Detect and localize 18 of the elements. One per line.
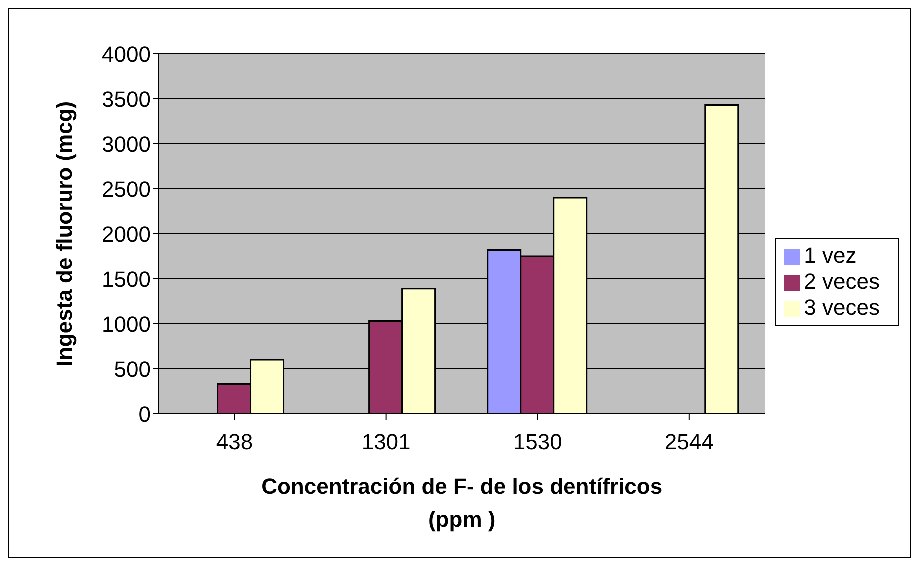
- y-tick-label: 2500: [102, 176, 151, 202]
- y-tick-label: 3500: [102, 86, 151, 112]
- y-tick-label: 0: [138, 402, 151, 427]
- y-tick-label: 3000: [102, 132, 151, 157]
- y-tick-label: 1500: [102, 266, 151, 292]
- legend-label: 2 veces: [804, 268, 880, 294]
- legend-label: 1 vez: [804, 242, 857, 268]
- x-tick-label: 438: [216, 430, 254, 455]
- y-axis-title: Ingesta de fluoruro (mcg): [52, 101, 77, 367]
- legend-label: 3 veces: [804, 294, 880, 320]
- y-tick-label: 4000: [102, 42, 151, 67]
- x-tick-label: 1530: [513, 430, 562, 455]
- x-tick-label: 1301: [362, 430, 411, 455]
- y-tick-label: 2000: [102, 222, 151, 247]
- x-tick-label: 2544: [664, 430, 714, 455]
- y-tick-label: 1000: [102, 312, 151, 337]
- x-axis-title: Concentración de F- de los dentífricos (ppm ): [262, 474, 663, 532]
- y-tick-label: 500: [114, 356, 151, 382]
